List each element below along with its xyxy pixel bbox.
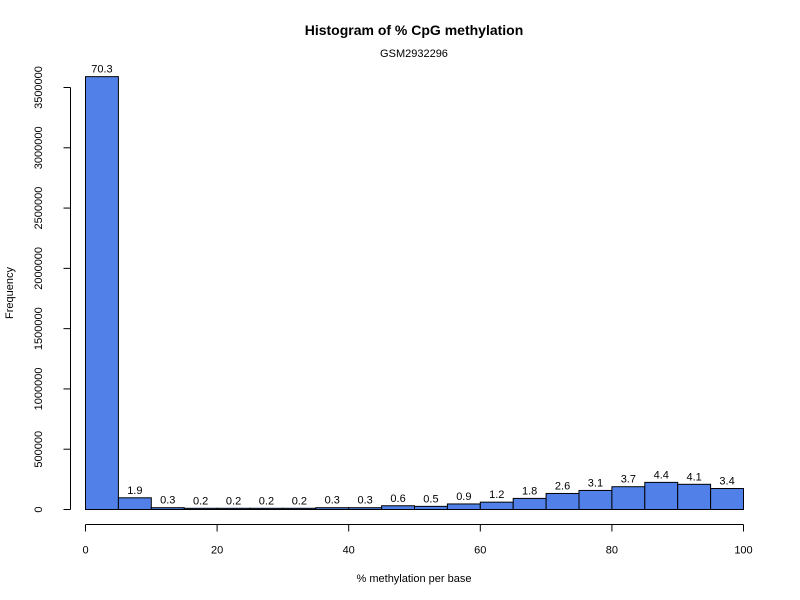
histogram-bar — [446, 503, 481, 510]
y-tick-label: 0 — [33, 506, 45, 512]
histogram-bar — [545, 492, 580, 510]
bar-value-label: 0.3 — [358, 495, 373, 507]
y-tick-label: 2000000 — [33, 247, 45, 290]
x-tick-label: 60 — [474, 545, 486, 557]
bar-value-label: 3.4 — [719, 476, 734, 488]
bar-value-label: 1.2 — [489, 489, 504, 501]
histogram-bar — [183, 507, 218, 510]
histogram-bar — [85, 76, 119, 511]
x-tick-label: 40 — [343, 545, 355, 557]
bar-value-label: 3.7 — [621, 474, 636, 486]
y-tick-label: 3500000 — [33, 66, 45, 109]
histogram-bar — [249, 507, 284, 510]
histogram-bar — [644, 481, 679, 510]
histogram-bar — [611, 486, 646, 511]
histogram-bar — [479, 501, 514, 510]
x-tick-label: 100 — [734, 545, 752, 557]
histogram-bar — [150, 507, 185, 511]
chart-subtitle: GSM2932296 — [380, 48, 448, 60]
x-tick-label: 20 — [211, 545, 223, 557]
bar-value-label: 1.8 — [522, 485, 537, 497]
histogram-bar — [117, 497, 152, 510]
bars-group — [85, 76, 744, 511]
y-tick-label: 1000000 — [33, 368, 45, 411]
bar-value-label: 0.2 — [292, 495, 307, 507]
bar-value-label: 0.3 — [325, 495, 340, 507]
bar-value-label: 70.3 — [91, 64, 112, 76]
bar-value-label: 4.1 — [687, 471, 702, 483]
x-tick-label: 80 — [606, 545, 618, 557]
y-axis-label: Frequency — [4, 267, 16, 319]
x-tick-label: 0 — [82, 545, 88, 557]
bar-value-label: 0.9 — [456, 491, 471, 503]
x-axis: 0 20 40 60 80 100 — [82, 524, 753, 557]
histogram-bar — [216, 507, 251, 510]
y-tick-label: 2500000 — [33, 187, 45, 230]
y-tick-label: 500000 — [33, 431, 45, 468]
bar-labels-group: 70.3 1.9 0.3 0.2 0.2 0.2 0.2 0.3 0.3 0.6 0.5 0.9 1.2… — [91, 64, 734, 508]
histogram-bar — [381, 505, 416, 511]
bar-value-label: 4.4 — [654, 469, 669, 481]
x-axis-label: % methylation per base — [357, 573, 472, 585]
y-tick-label: 3000000 — [33, 126, 45, 169]
bar-value-label: 0.5 — [423, 493, 438, 505]
histogram-bar — [710, 488, 744, 510]
bar-value-label: 1.9 — [127, 485, 142, 497]
histogram-bar — [282, 507, 317, 510]
bar-value-label: 0.6 — [390, 493, 405, 505]
histogram-bar — [414, 505, 448, 510]
bar-value-label: 0.2 — [259, 495, 274, 507]
y-axis: 0 500000 1000000 1500000 2000000 2500000 30000… — [33, 66, 71, 513]
bar-value-label: 3.1 — [588, 477, 603, 489]
bar-value-label: 0.2 — [226, 495, 241, 507]
bar-value-label: 0.2 — [193, 495, 208, 507]
chart-title: Histogram of % CpG methylation — [305, 22, 524, 38]
bar-value-label: 2.6 — [555, 480, 570, 492]
histogram-bar — [348, 507, 383, 511]
bar-value-label: 0.3 — [160, 495, 175, 507]
histogram-bar — [512, 497, 547, 511]
histogram-bar — [677, 483, 712, 510]
y-tick-label: 1500000 — [33, 307, 45, 350]
histogram-bar — [315, 507, 350, 511]
histogram-bar — [578, 489, 613, 510]
